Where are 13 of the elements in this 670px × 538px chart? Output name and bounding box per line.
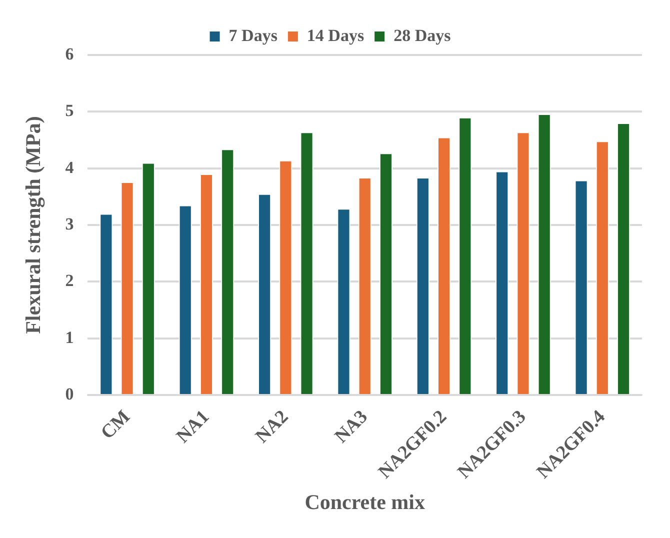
y-axis-title: Flexural strength (MPa) bbox=[21, 116, 46, 334]
y-tick-label: 4 bbox=[65, 158, 74, 177]
legend-label: 14 Days bbox=[306, 26, 364, 45]
legend-label: 28 Days bbox=[394, 26, 452, 45]
x-tick-label: CM bbox=[97, 406, 134, 444]
y-tick-label: 1 bbox=[65, 328, 74, 347]
y-tick-label: 6 bbox=[65, 44, 74, 64]
y-tick-label: 3 bbox=[65, 214, 74, 234]
y-tick-label: 0 bbox=[65, 384, 74, 404]
x-axis-title: Concrete mix bbox=[304, 490, 426, 514]
y-tick-label: 5 bbox=[65, 101, 74, 120]
legend-label: 7 Days bbox=[228, 26, 278, 45]
y-tick-label: 2 bbox=[65, 271, 74, 290]
